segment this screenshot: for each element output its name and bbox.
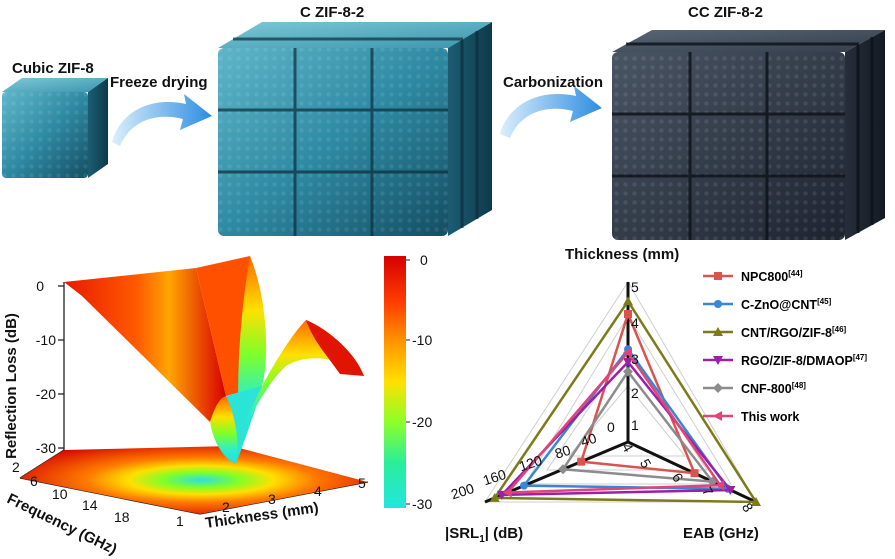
legend-marker bbox=[713, 411, 722, 421]
thick-tick: 3 bbox=[268, 491, 276, 507]
stage1-label: Cubic ZIF-8 bbox=[12, 60, 94, 77]
arrow1-label: Freeze drying bbox=[110, 74, 208, 91]
legend-marker bbox=[713, 327, 723, 336]
legend-label: CNF-800[48] bbox=[741, 381, 806, 396]
schematic bbox=[2, 22, 885, 240]
z-tick: -20 bbox=[36, 386, 56, 402]
freq-tick: 6 bbox=[30, 473, 38, 489]
colorbar bbox=[384, 256, 406, 508]
radar-series-line bbox=[492, 298, 759, 504]
legend-label: C-ZnO@CNT[45] bbox=[741, 297, 832, 312]
srl-tick: 120 bbox=[517, 452, 544, 475]
colorbar-tick: -30 bbox=[412, 496, 432, 512]
reflection-loss-surface-plot: 0 -10 -20 -30 Reflection Loss (dB) 2 6 1… bbox=[3, 252, 432, 556]
radar-point bbox=[751, 497, 761, 506]
thickness-tick: 3 bbox=[631, 351, 639, 367]
radar-point bbox=[489, 492, 500, 502]
radar-point bbox=[558, 464, 568, 475]
thick-tick: 2 bbox=[222, 499, 230, 515]
thickness-tick: 1 bbox=[631, 417, 639, 433]
stage3-label: CC ZIF-8-2 bbox=[688, 4, 763, 21]
legend-marker bbox=[713, 383, 723, 393]
c-zif8-2-cube bbox=[218, 22, 492, 236]
stage2-label: C ZIF-8-2 bbox=[300, 4, 365, 21]
radar-point bbox=[577, 457, 586, 466]
z-axis-label: Reflection Loss (dB) bbox=[3, 313, 20, 459]
surface-top-sheet bbox=[64, 268, 226, 422]
z-tick: -30 bbox=[36, 440, 56, 456]
srl-tick: 80 bbox=[553, 442, 573, 462]
floor-projection bbox=[20, 446, 368, 514]
radar-point bbox=[690, 469, 699, 478]
legend-marker bbox=[714, 300, 722, 308]
z-tick: 0 bbox=[36, 278, 44, 294]
thickness-tick: 5 bbox=[631, 279, 639, 295]
radar-point bbox=[623, 366, 633, 377]
freq-tick: 18 bbox=[114, 509, 130, 525]
srl-tick: 40 bbox=[579, 430, 599, 450]
legend-label: CNT/RGO/ZIF-8[46] bbox=[741, 325, 847, 340]
freq-tick: 2 bbox=[12, 459, 20, 475]
srl-tick: 200 bbox=[449, 480, 476, 503]
arrow-icon bbox=[500, 86, 602, 138]
radar-series-line bbox=[560, 369, 716, 484]
freq-tick: 10 bbox=[52, 486, 68, 502]
arrow-icon bbox=[112, 94, 212, 146]
radar-legend: NPC800[44] C-ZnO@CNT[45] CNT/RGO/ZIF-8[46]… bbox=[703, 269, 867, 424]
thick-tick: 1 bbox=[176, 513, 184, 529]
radar-point bbox=[623, 358, 633, 367]
radar-axis-top-label: Thickness (mm) bbox=[565, 246, 679, 263]
legend-marker bbox=[713, 356, 723, 365]
radar-point bbox=[520, 481, 528, 490]
radar-series-line bbox=[504, 350, 723, 494]
colorbar-tick: 0 bbox=[420, 252, 428, 268]
legend-marker bbox=[714, 272, 722, 280]
thick-tick: 5 bbox=[358, 475, 366, 491]
legend-label: RGO/ZIF-8/DMAOP[47] bbox=[741, 353, 867, 368]
cubic-zif8-cube bbox=[2, 78, 108, 178]
radar-axis-left-label: |SRL1| (dB) bbox=[445, 525, 523, 545]
colorbar-tick: -20 bbox=[412, 414, 432, 430]
radar-point bbox=[715, 480, 725, 491]
radar-point bbox=[624, 310, 632, 318]
eab-tick: 4 bbox=[619, 440, 637, 455]
thickness-tick: 4 bbox=[631, 315, 639, 331]
thickness-tick: 0 bbox=[607, 419, 615, 435]
surface-dip bbox=[210, 396, 240, 464]
radar-axis-right-label: EAB (GHz) bbox=[683, 525, 759, 542]
radar-point bbox=[623, 347, 632, 358]
thick-tick: 4 bbox=[314, 483, 322, 499]
thickness-tick: 2 bbox=[631, 385, 639, 401]
radar-point bbox=[623, 296, 633, 306]
radar-point bbox=[502, 487, 512, 498]
eab-tick: 6 bbox=[669, 470, 687, 485]
arrow2-label: Carbonization bbox=[503, 74, 603, 91]
legend-label: NPC800[44] bbox=[741, 269, 803, 284]
freq-tick: 14 bbox=[82, 497, 98, 513]
cc-zif8-2-cube bbox=[612, 30, 885, 240]
legend-label: This work bbox=[741, 410, 799, 424]
radar-point bbox=[725, 486, 736, 495]
srl-tick: 160 bbox=[481, 466, 508, 489]
radar-chart: Thickness (mm) EAB (GHz) |SRL1| (dB) 0 1… bbox=[445, 246, 867, 545]
colorbar-tick: -10 bbox=[412, 332, 432, 348]
z-tick: -10 bbox=[36, 332, 56, 348]
